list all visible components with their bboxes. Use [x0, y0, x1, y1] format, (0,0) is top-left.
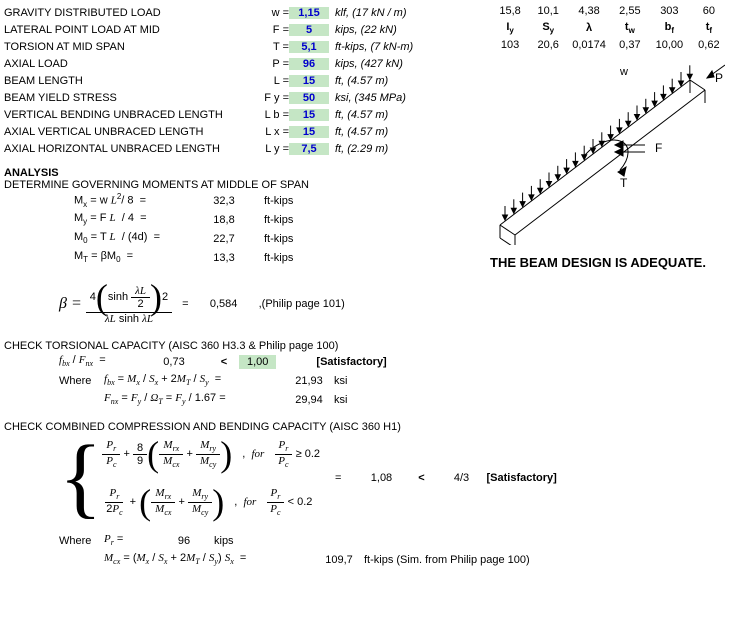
- input-unit: klf, (17 kN / m): [329, 7, 407, 19]
- properties-table: 15,8 10,1 4,38 2,55 303 60 Iy Sy λ tw bf…: [490, 2, 729, 54]
- torsion-ratio: fbx / Fnx = 0,73 < 1,00 [Satisfactory]: [59, 352, 729, 371]
- beta-formula: β = 4 ( sinh λL2 )2 λL sinh λL = 0,584 ,…: [59, 282, 729, 325]
- diag-f: F: [655, 141, 662, 155]
- diag-w: w: [619, 66, 628, 78]
- diag-t: T: [620, 176, 628, 190]
- adequate-text: THE BEAM DESIGN IS ADEQUATE.: [490, 255, 706, 270]
- input-val: 1,15: [289, 7, 329, 19]
- input-label: GRAVITY DISTRIBUTED LOAD: [4, 7, 254, 19]
- torsion-fnx: Fnx = Fy / ΩT = Fy / 1.67 = 29,94 ksi: [59, 390, 729, 409]
- combined-heading: CHECK COMBINED COMPRESSION AND BENDING C…: [4, 421, 729, 433]
- torsion-heading: CHECK TORSIONAL CAPACITY (AISC 360 H3.3 …: [4, 340, 729, 352]
- last-row: Mcx = (Mx / Sx + 2MT / Sy) Sx = 109,7 ft…: [59, 550, 729, 569]
- torsion-fbx: Where fbx = Mx / Sx + 2MT / Sy = 21,93 k…: [59, 371, 729, 390]
- where-pr: Where Pr = 96 kips: [59, 531, 729, 550]
- input-sym: w =: [254, 7, 289, 19]
- beam-diagram: w P F T: [490, 60, 725, 245]
- diag-p: P: [715, 71, 723, 85]
- combined-formula: { PrPc + 89 ( MrxMcx + MryMcy ) , for Pr…: [59, 433, 729, 523]
